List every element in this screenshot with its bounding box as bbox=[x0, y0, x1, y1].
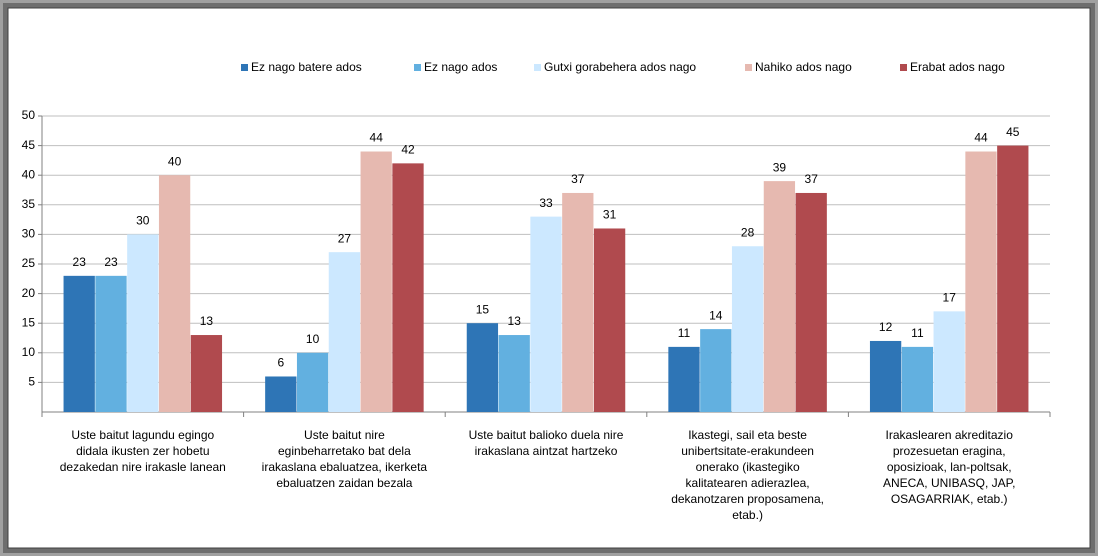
value-label: 10 bbox=[306, 332, 320, 346]
legend-swatch bbox=[745, 64, 752, 71]
value-label: 28 bbox=[741, 225, 755, 239]
value-label: 27 bbox=[338, 231, 352, 245]
bar bbox=[328, 252, 361, 412]
value-label: 45 bbox=[1006, 125, 1020, 139]
legend-label: Ez nago batere ados bbox=[251, 60, 362, 74]
bar bbox=[360, 151, 392, 412]
value-label: 6 bbox=[277, 356, 284, 370]
bar bbox=[530, 216, 562, 412]
x-tick-label: unibertsitate-erakundeen bbox=[681, 444, 814, 458]
x-tick-label: Uste baitut lagundu egingo bbox=[71, 428, 214, 442]
x-tick-label: oposizioak, lan-poltsak, bbox=[887, 460, 1012, 474]
value-label: 17 bbox=[943, 291, 957, 305]
x-tick-label: ebaluatzen zaidan bezala bbox=[276, 476, 412, 490]
value-label: 37 bbox=[571, 172, 585, 186]
legend-swatch bbox=[241, 64, 248, 71]
bar bbox=[265, 376, 297, 412]
x-tick-label: dekanotzaren proposamena, bbox=[671, 492, 824, 506]
bar bbox=[965, 151, 997, 412]
bar bbox=[869, 340, 902, 412]
value-label: 12 bbox=[879, 320, 893, 334]
value-label: 23 bbox=[104, 255, 118, 269]
bar bbox=[190, 335, 223, 412]
y-tick-label: 35 bbox=[22, 197, 36, 211]
bar bbox=[63, 275, 95, 412]
value-label: 37 bbox=[805, 172, 819, 186]
value-label: 40 bbox=[168, 154, 182, 168]
value-label: 15 bbox=[476, 302, 490, 316]
bar bbox=[795, 192, 827, 412]
value-label: 11 bbox=[678, 326, 691, 340]
value-label: 39 bbox=[773, 160, 787, 174]
x-tick-label: dezakedan nire irakasle lanean bbox=[60, 460, 226, 474]
x-tick-label: eginbeharretako bat dela bbox=[278, 444, 411, 458]
x-tick-label: irakaslana aintzat hartzeko bbox=[475, 444, 618, 458]
x-tick-label: kalitatearen adierazlea, bbox=[686, 476, 810, 490]
x-tick-label: Ikastegi, sail eta beste bbox=[688, 428, 807, 442]
bar bbox=[901, 346, 934, 412]
bar bbox=[158, 175, 191, 412]
value-label: 33 bbox=[539, 196, 553, 210]
x-tick-label: Uste baitut balioko duela nire bbox=[469, 428, 624, 442]
value-label: 14 bbox=[709, 308, 723, 322]
bar bbox=[127, 234, 159, 412]
bar bbox=[668, 346, 700, 412]
legend-swatch bbox=[900, 64, 907, 71]
legend-label: Gutxi gorabehera ados nago bbox=[544, 60, 696, 74]
y-tick-label: 25 bbox=[22, 256, 36, 270]
y-tick-label: 20 bbox=[22, 286, 36, 300]
y-tick-label: 15 bbox=[22, 315, 36, 329]
legend-label: Ez nago ados bbox=[424, 60, 497, 74]
bar bbox=[593, 228, 626, 412]
value-label: 42 bbox=[401, 143, 415, 157]
y-tick-label: 50 bbox=[22, 108, 36, 122]
x-tick-label: Uste baitut nire bbox=[304, 428, 385, 442]
x-tick-label: didala ikusten zer hobetu bbox=[76, 444, 209, 458]
legend-swatch bbox=[534, 64, 541, 71]
y-tick-label: 30 bbox=[22, 227, 36, 241]
bar bbox=[731, 246, 764, 412]
bar bbox=[392, 163, 424, 412]
x-tick-label: Irakaslearen akreditazio bbox=[885, 428, 1013, 442]
bar bbox=[763, 181, 796, 412]
value-label: 13 bbox=[508, 314, 522, 328]
value-label: 44 bbox=[370, 131, 384, 145]
bar bbox=[466, 323, 499, 412]
bar bbox=[498, 335, 530, 412]
bar bbox=[933, 311, 965, 412]
x-tick-label: ANECA, UNIBASQ, JAP, bbox=[883, 476, 1016, 490]
value-label: 44 bbox=[974, 131, 988, 145]
y-tick-label: 5 bbox=[28, 375, 35, 389]
x-tick-label: irakaslana ebaluatzea, ikerketa bbox=[262, 460, 428, 474]
y-tick-label: 10 bbox=[22, 345, 36, 359]
value-label: 13 bbox=[200, 314, 214, 328]
value-label: 11 bbox=[911, 326, 924, 340]
value-label: 31 bbox=[603, 208, 617, 222]
x-tick-label: etab.) bbox=[732, 508, 763, 522]
x-tick-label: prozesuetan eragina, bbox=[893, 444, 1006, 458]
legend-label: Erabat ados nago bbox=[910, 60, 1005, 74]
y-tick-label: 40 bbox=[22, 167, 36, 181]
y-tick-label: 45 bbox=[22, 138, 36, 152]
legend-swatch bbox=[414, 64, 421, 71]
bar bbox=[700, 329, 732, 412]
x-tick-label: onerako (ikastegiko bbox=[696, 460, 800, 474]
x-tick-label: OSAGARRIAK, etab.) bbox=[891, 492, 1008, 506]
bar bbox=[997, 145, 1029, 412]
bar bbox=[296, 352, 329, 412]
value-label: 23 bbox=[73, 255, 87, 269]
value-label: 30 bbox=[136, 214, 150, 228]
bar bbox=[95, 275, 127, 412]
legend-label: Nahiko ados nago bbox=[755, 60, 852, 74]
bar bbox=[562, 192, 594, 412]
